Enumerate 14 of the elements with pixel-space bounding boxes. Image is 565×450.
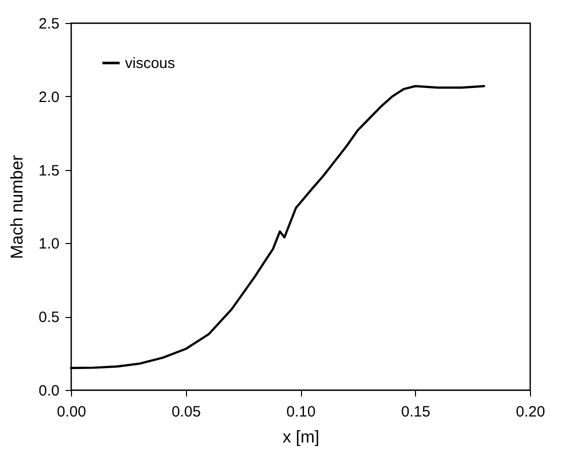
y-tick-label: 0.0: [38, 382, 60, 400]
x-tick-label: 0.05: [172, 404, 201, 420]
x-tick-label: 0.20: [516, 404, 546, 420]
x-axis-title: x [m]: [282, 428, 320, 446]
y-tick-label: 1.0: [38, 236, 60, 253]
y-tick-label: 0.5: [38, 309, 60, 326]
x-tick-label: 0.10: [286, 404, 316, 420]
legend-label: viscous: [125, 55, 176, 72]
x-tick-label: 0.00: [56, 404, 86, 420]
y-tick-label: 2.0: [38, 88, 60, 106]
y-tick-label: 1.5: [38, 162, 60, 180]
x-tick-label: 0.15: [401, 404, 430, 420]
y-axis-title: Mach number: [8, 154, 27, 259]
y-tick-label: 2.5: [38, 16, 60, 32]
